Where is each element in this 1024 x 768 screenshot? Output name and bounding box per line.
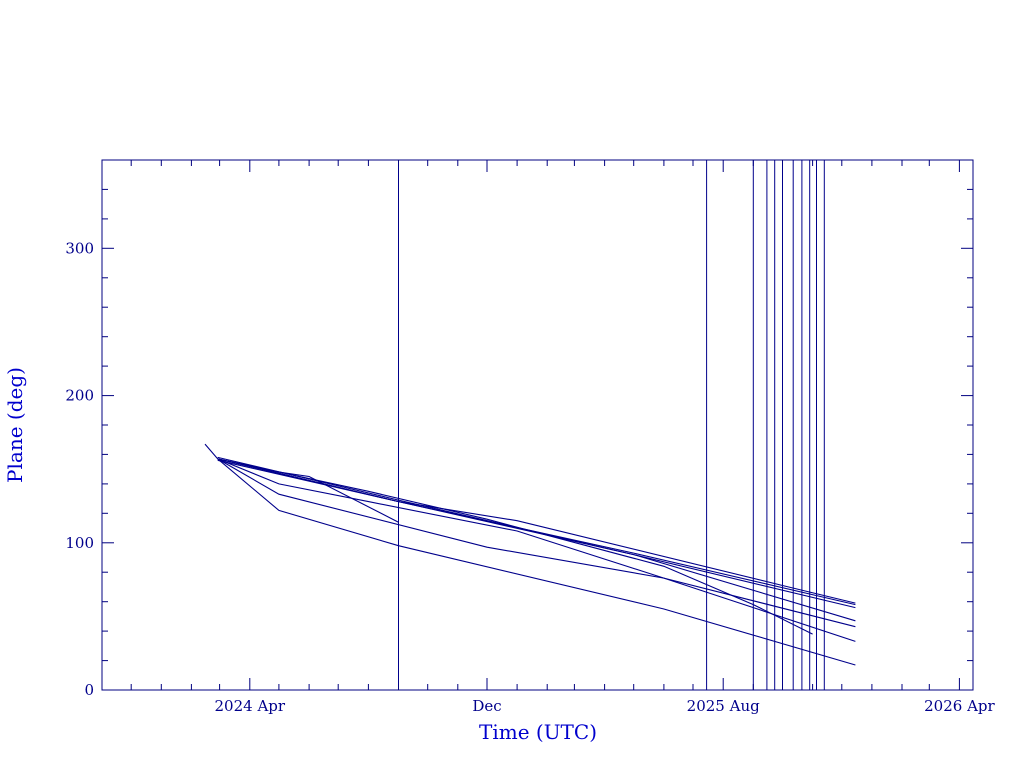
- x-tick-label: 2025 Aug: [687, 697, 760, 715]
- y-tick-label: 300: [65, 239, 94, 257]
- x-tick-label: 2026 Apr: [924, 697, 995, 715]
- y-axis-title: Plane (deg): [3, 367, 27, 483]
- y-tick-label: 200: [65, 387, 94, 405]
- axis-ticks: [101, 159, 973, 691]
- series-line-7: [217, 458, 856, 628]
- series-line-8: [217, 458, 856, 642]
- series-line-1: [204, 443, 399, 523]
- series-line-5: [217, 458, 856, 622]
- y-tick-label: 0: [84, 681, 94, 699]
- series-lines: [204, 443, 856, 666]
- x-tick-label: Dec: [472, 697, 501, 715]
- plot-frame: [101, 159, 974, 691]
- x-tick-label: 2024 Apr: [215, 697, 286, 715]
- series-line-6: [217, 456, 856, 609]
- y-tick-label: 100: [65, 534, 94, 552]
- axis-tick-labels: 0 100 200 300 2024 Apr Dec 2025 Aug 2026 Apr: [65, 239, 995, 715]
- event-markers: [398, 160, 825, 690]
- series-line-2: [217, 458, 813, 635]
- series-line-9: [217, 458, 856, 666]
- x-axis-title: Time (UTC): [479, 720, 597, 744]
